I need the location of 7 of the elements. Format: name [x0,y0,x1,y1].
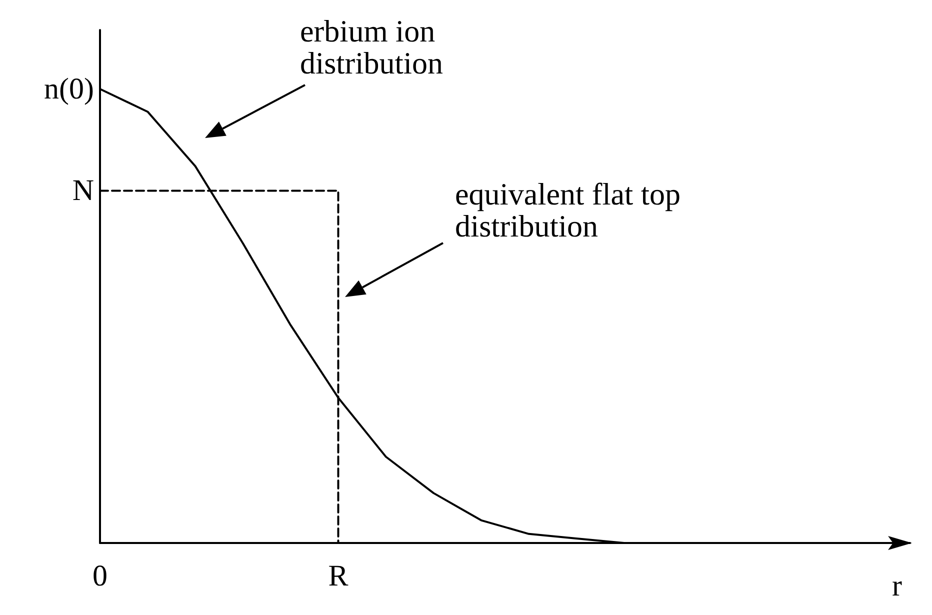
x-tick-label: R [328,560,348,592]
text: erbium ion distribution [300,14,444,80]
annotation: N [72,174,94,208]
x-tick-label: 0 [92,560,108,592]
annotation: equivalent flat top distribution [455,176,681,244]
annotation: n(0) [44,72,94,106]
x-axis-title: r [892,570,902,602]
